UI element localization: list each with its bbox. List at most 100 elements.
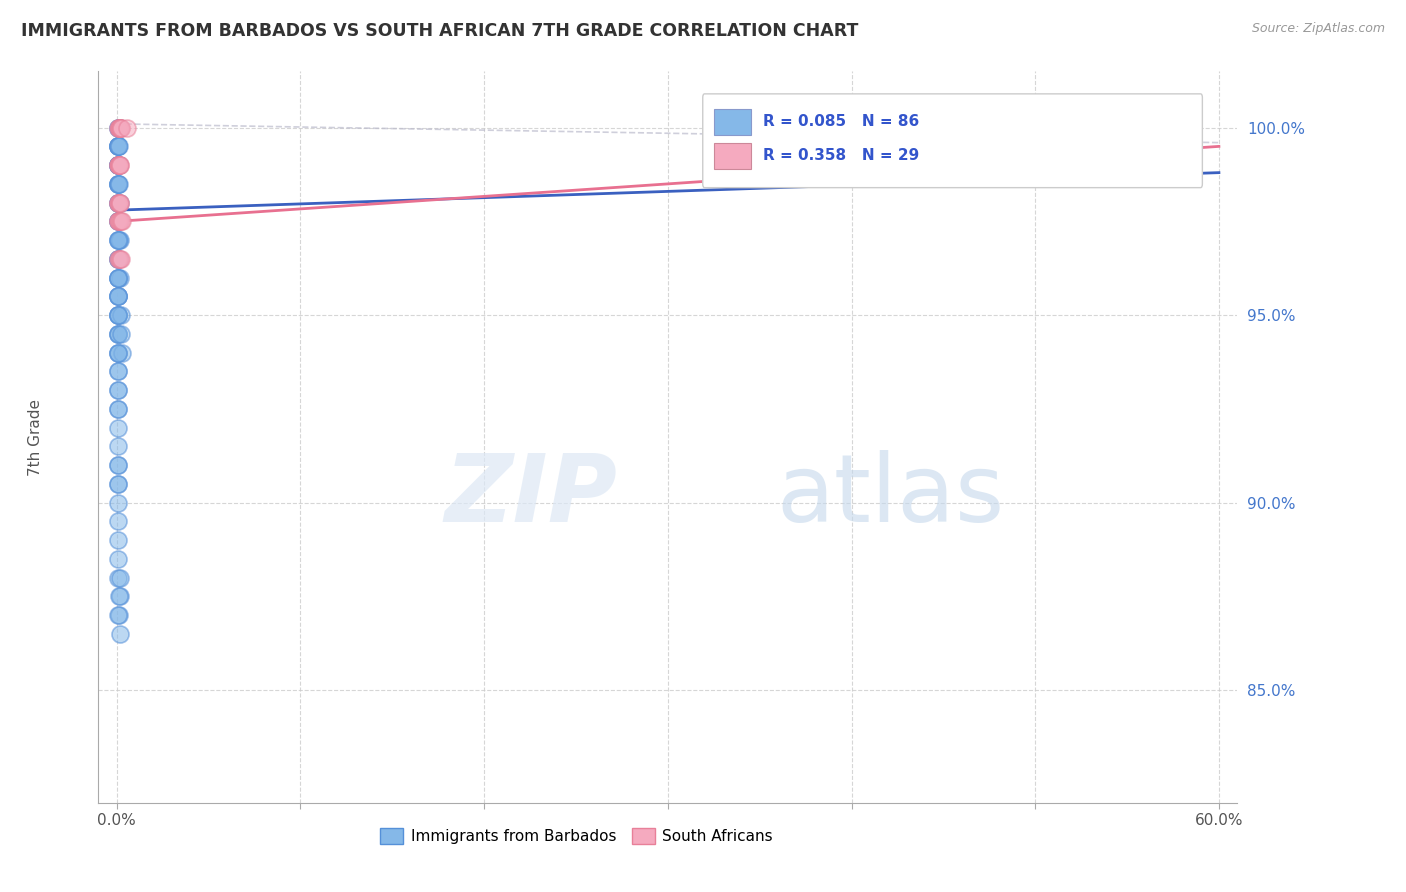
Point <box>110 120 132 135</box>
Point <box>107 345 129 359</box>
Point <box>107 158 129 172</box>
Point <box>107 458 129 473</box>
Point <box>107 139 129 153</box>
Point <box>108 571 131 585</box>
Point <box>107 420 129 434</box>
Point <box>107 139 129 153</box>
Point <box>108 158 131 172</box>
Point <box>107 308 129 322</box>
Point <box>108 120 131 135</box>
Point <box>107 195 129 210</box>
Point <box>107 345 129 359</box>
Point <box>111 214 134 228</box>
Point <box>107 158 129 172</box>
Point <box>107 120 129 135</box>
Point <box>107 158 129 172</box>
Point <box>107 158 129 172</box>
Point <box>107 458 129 473</box>
Point <box>110 120 132 135</box>
Point <box>107 158 129 172</box>
Point <box>107 270 129 285</box>
Point <box>108 627 131 641</box>
Bar <box>714 109 751 135</box>
Point <box>107 477 129 491</box>
Point <box>107 214 129 228</box>
Point <box>107 270 129 285</box>
Point <box>108 233 131 247</box>
Point <box>108 158 131 172</box>
Point <box>108 120 131 135</box>
Point <box>107 364 129 378</box>
Point <box>107 308 129 322</box>
Legend: Immigrants from Barbados, South Africans: Immigrants from Barbados, South Africans <box>374 822 779 850</box>
Point <box>110 120 132 135</box>
Point <box>108 120 131 135</box>
Point <box>107 289 129 303</box>
Point <box>107 608 129 623</box>
Point <box>107 195 129 210</box>
Point <box>108 233 131 247</box>
Point <box>107 233 129 247</box>
Point <box>111 345 134 359</box>
Point <box>108 252 131 266</box>
Point <box>107 345 129 359</box>
Point <box>107 177 129 191</box>
Point <box>107 177 129 191</box>
Point <box>107 608 129 623</box>
Point <box>107 177 129 191</box>
FancyBboxPatch shape <box>703 94 1202 187</box>
Point <box>107 139 129 153</box>
Point <box>107 177 129 191</box>
Point <box>107 326 129 341</box>
Point <box>107 139 129 153</box>
Point <box>107 252 129 266</box>
Point <box>107 364 129 378</box>
Point <box>107 289 129 303</box>
Point <box>107 308 129 322</box>
Text: ZIP: ZIP <box>444 450 617 541</box>
Point <box>107 195 129 210</box>
Point <box>107 515 129 529</box>
Point <box>107 177 129 191</box>
Point <box>107 383 129 397</box>
Point <box>107 252 129 266</box>
Point <box>107 195 129 210</box>
Text: R = 0.085   N = 86: R = 0.085 N = 86 <box>763 114 920 129</box>
Point <box>107 477 129 491</box>
Point <box>107 139 129 153</box>
Text: atlas: atlas <box>776 450 1004 541</box>
Point <box>107 533 129 548</box>
Point <box>108 214 131 228</box>
Point <box>115 120 138 135</box>
Point <box>107 195 129 210</box>
Point <box>107 214 129 228</box>
Point <box>107 326 129 341</box>
Point <box>107 252 129 266</box>
Point <box>107 289 129 303</box>
Text: IMMIGRANTS FROM BARBADOS VS SOUTH AFRICAN 7TH GRADE CORRELATION CHART: IMMIGRANTS FROM BARBADOS VS SOUTH AFRICA… <box>21 22 859 40</box>
Point <box>107 401 129 416</box>
Y-axis label: 7th Grade: 7th Grade <box>28 399 42 475</box>
Point <box>107 289 129 303</box>
Point <box>107 440 129 454</box>
Point <box>108 158 131 172</box>
Point <box>108 252 131 266</box>
Point <box>110 195 132 210</box>
Point <box>107 270 129 285</box>
Point <box>110 308 132 322</box>
Point <box>108 590 131 604</box>
Point <box>107 496 129 510</box>
Point <box>107 552 129 566</box>
Point <box>107 214 129 228</box>
Point <box>108 195 131 210</box>
Text: R = 0.358   N = 29: R = 0.358 N = 29 <box>763 148 920 163</box>
Point <box>110 214 132 228</box>
Point <box>107 270 129 285</box>
Point <box>107 120 129 135</box>
Point <box>107 120 129 135</box>
Point <box>107 214 129 228</box>
Point <box>107 326 129 341</box>
Point <box>107 383 129 397</box>
Point <box>107 195 129 210</box>
Point <box>107 158 129 172</box>
